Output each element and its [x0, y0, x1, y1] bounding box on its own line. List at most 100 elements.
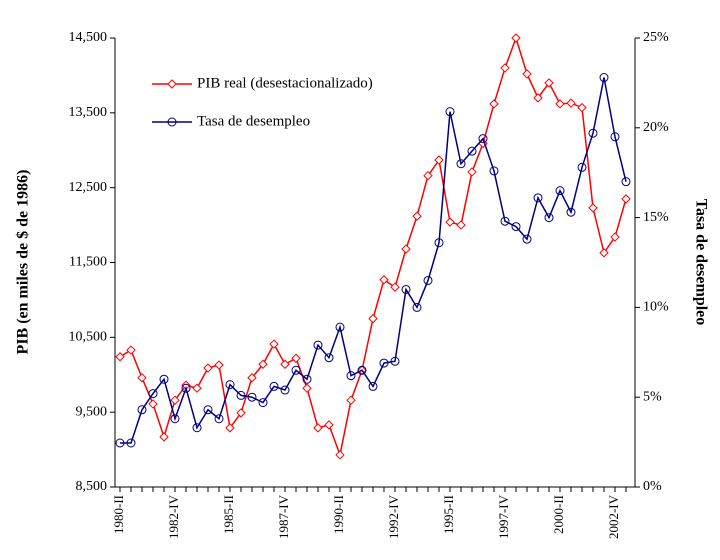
- point: [346, 395, 356, 405]
- point: [170, 395, 180, 405]
- point: [456, 220, 466, 230]
- legend-marker: [167, 117, 177, 127]
- y-tick-label: 13,500: [69, 105, 108, 120]
- point: [456, 159, 466, 169]
- point: [137, 405, 147, 415]
- point: [577, 162, 587, 172]
- point: [291, 365, 301, 375]
- point: [423, 170, 433, 181]
- point: [544, 78, 554, 88]
- point: [346, 371, 356, 381]
- point: [258, 359, 268, 369]
- point: [181, 383, 191, 393]
- point: [269, 381, 279, 391]
- point: [203, 363, 213, 373]
- y-tick-label: 14,500: [69, 30, 108, 45]
- point: [126, 438, 136, 448]
- point: [599, 73, 609, 83]
- point: [555, 186, 565, 196]
- point: [368, 313, 378, 324]
- point: [148, 399, 158, 409]
- point: [500, 216, 510, 226]
- point: [247, 392, 257, 402]
- point: [225, 423, 235, 433]
- point: [555, 99, 565, 109]
- point: [126, 345, 136, 355]
- x-tick-label: 2000-II: [551, 495, 566, 534]
- point: [522, 234, 532, 244]
- y-axis-title: PIB (en miles de $ de 1986): [15, 170, 32, 355]
- point: [577, 102, 587, 113]
- point: [423, 275, 433, 285]
- y-tick-label: 9,500: [76, 404, 108, 419]
- point: [335, 450, 345, 460]
- y2-tick-label: 20%: [643, 120, 669, 135]
- series-line: [119, 35, 627, 458]
- point: [313, 423, 323, 433]
- point: [522, 69, 532, 79]
- x-tick-label: 1987-IV: [276, 494, 291, 539]
- point: [588, 128, 598, 138]
- y2-tick-label: 0%: [643, 479, 662, 494]
- series-line: [120, 77, 627, 444]
- point: [412, 302, 422, 312]
- point: [368, 381, 378, 391]
- y2-tick-label: 25%: [643, 30, 669, 45]
- point: [379, 358, 389, 368]
- legend-marker: [167, 79, 177, 89]
- point: [544, 213, 554, 223]
- y2-axis-title: Tasa de desempleo: [692, 199, 709, 326]
- x-tick-label: 1992-IV: [386, 494, 401, 539]
- point: [588, 203, 598, 213]
- point: [401, 284, 411, 294]
- point: [148, 389, 158, 399]
- x-tick-label: 1980-II: [111, 495, 126, 534]
- x-tick-label: 1997-IV: [496, 494, 511, 539]
- point: [313, 340, 323, 350]
- point: [192, 383, 202, 393]
- point: [269, 339, 279, 349]
- x-tick-label: 1995-II: [441, 495, 456, 534]
- x-tick-label: 1990-II: [331, 495, 346, 534]
- point: [445, 217, 455, 227]
- point: [599, 248, 609, 258]
- point: [302, 383, 312, 393]
- point: [236, 390, 246, 400]
- point: [324, 420, 334, 430]
- point: [357, 365, 367, 375]
- point: [192, 423, 202, 433]
- point: [247, 373, 257, 383]
- point: [335, 322, 345, 332]
- x-tick-label: 1982-IV: [166, 494, 181, 539]
- point: [203, 405, 213, 415]
- point: [489, 99, 499, 109]
- point: [401, 244, 411, 254]
- point: [379, 275, 389, 285]
- point: [115, 438, 125, 448]
- point: [412, 211, 422, 221]
- point: [566, 207, 576, 217]
- y2-tick-label: 5%: [643, 389, 662, 404]
- point: [115, 352, 125, 362]
- point: [511, 33, 521, 43]
- point: [489, 166, 499, 176]
- x-tick-label: 2002-IV: [606, 494, 621, 539]
- point: [467, 167, 477, 177]
- point: [390, 282, 400, 292]
- point: [214, 414, 224, 424]
- y2-tick-label: 10%: [643, 300, 669, 315]
- point: [500, 63, 510, 73]
- y-tick-label: 8,500: [76, 479, 108, 494]
- x-tick-label: 1985-II: [221, 495, 236, 534]
- point: [390, 356, 400, 366]
- point: [621, 177, 631, 187]
- point: [511, 222, 521, 232]
- point: [159, 432, 169, 442]
- point: [302, 374, 312, 384]
- point: [434, 238, 444, 248]
- point: [159, 374, 169, 384]
- point: [324, 353, 334, 363]
- legend-label: PIB real (desestacionalizado): [197, 75, 373, 91]
- y-tick-label: 10,500: [69, 330, 108, 345]
